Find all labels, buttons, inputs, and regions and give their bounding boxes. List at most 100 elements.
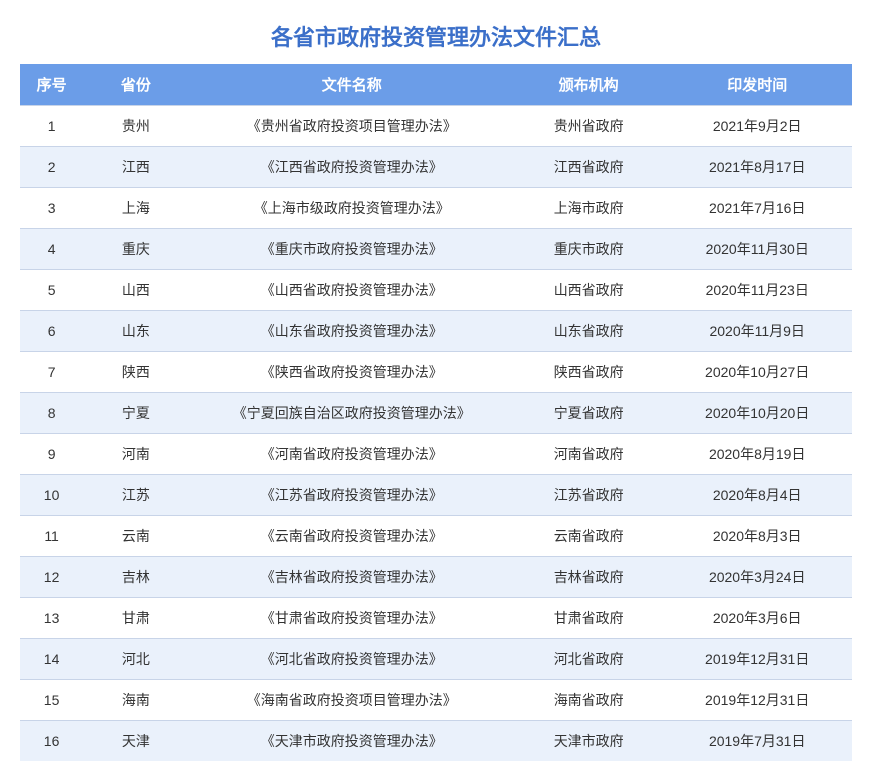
cell-document: 《贵州省政府投资项目管理办法》	[189, 106, 515, 147]
cell-province: 宁夏	[83, 393, 188, 434]
header-document: 文件名称	[189, 64, 515, 106]
cell-document: 《吉林省政府投资管理办法》	[189, 557, 515, 598]
cell-org: 陕西省政府	[515, 352, 662, 393]
cell-document: 《河南省政府投资管理办法》	[189, 434, 515, 475]
cell-province: 陕西	[83, 352, 188, 393]
cell-date: 2019年12月31日	[662, 639, 852, 680]
cell-date: 2021年9月2日	[662, 106, 852, 147]
cell-org: 上海市政府	[515, 188, 662, 229]
cell-province: 河南	[83, 434, 188, 475]
cell-seq: 14	[20, 639, 83, 680]
cell-seq: 3	[20, 188, 83, 229]
cell-document: 《江苏省政府投资管理办法》	[189, 475, 515, 516]
cell-org: 甘肃省政府	[515, 598, 662, 639]
cell-province: 江苏	[83, 475, 188, 516]
table-row: 4重庆《重庆市政府投资管理办法》重庆市政府2020年11月30日	[20, 229, 852, 270]
cell-province: 上海	[83, 188, 188, 229]
cell-province: 江西	[83, 147, 188, 188]
cell-org: 江苏省政府	[515, 475, 662, 516]
cell-seq: 2	[20, 147, 83, 188]
cell-org: 河南省政府	[515, 434, 662, 475]
cell-province: 山东	[83, 311, 188, 352]
cell-seq: 12	[20, 557, 83, 598]
cell-document: 《陕西省政府投资管理办法》	[189, 352, 515, 393]
cell-seq: 16	[20, 721, 83, 762]
cell-document: 《天津市政府投资管理办法》	[189, 721, 515, 762]
cell-seq: 5	[20, 270, 83, 311]
cell-province: 天津	[83, 721, 188, 762]
table-row: 6山东《山东省政府投资管理办法》山东省政府2020年11月9日	[20, 311, 852, 352]
table-row: 8宁夏《宁夏回族自治区政府投资管理办法》宁夏省政府2020年10月20日	[20, 393, 852, 434]
cell-date: 2020年11月9日	[662, 311, 852, 352]
cell-province: 贵州	[83, 106, 188, 147]
cell-seq: 13	[20, 598, 83, 639]
cell-province: 重庆	[83, 229, 188, 270]
cell-seq: 1	[20, 106, 83, 147]
cell-org: 宁夏省政府	[515, 393, 662, 434]
table-row: 9河南《河南省政府投资管理办法》河南省政府2020年8月19日	[20, 434, 852, 475]
table-row: 2江西《江西省政府投资管理办法》江西省政府2021年8月17日	[20, 147, 852, 188]
cell-org: 河北省政府	[515, 639, 662, 680]
cell-document: 《江西省政府投资管理办法》	[189, 147, 515, 188]
table-row: 7陕西《陕西省政府投资管理办法》陕西省政府2020年10月27日	[20, 352, 852, 393]
cell-date: 2020年8月3日	[662, 516, 852, 557]
cell-org: 海南省政府	[515, 680, 662, 721]
cell-date: 2020年10月27日	[662, 352, 852, 393]
cell-seq: 11	[20, 516, 83, 557]
cell-seq: 8	[20, 393, 83, 434]
cell-seq: 7	[20, 352, 83, 393]
cell-document: 《宁夏回族自治区政府投资管理办法》	[189, 393, 515, 434]
table-header-row: 序号 省份 文件名称 颁布机构 印发时间	[20, 64, 852, 106]
cell-date: 2021年8月17日	[662, 147, 852, 188]
table-row: 16天津《天津市政府投资管理办法》天津市政府2019年7月31日	[20, 721, 852, 762]
table-row: 14河北《河北省政府投资管理办法》河北省政府2019年12月31日	[20, 639, 852, 680]
cell-org: 山西省政府	[515, 270, 662, 311]
cell-seq: 10	[20, 475, 83, 516]
table-row: 12吉林《吉林省政府投资管理办法》吉林省政府2020年3月24日	[20, 557, 852, 598]
cell-date: 2020年11月23日	[662, 270, 852, 311]
header-province: 省份	[83, 64, 188, 106]
cell-date: 2020年8月4日	[662, 475, 852, 516]
cell-date: 2020年3月24日	[662, 557, 852, 598]
cell-document: 《河北省政府投资管理办法》	[189, 639, 515, 680]
cell-province: 甘肃	[83, 598, 188, 639]
cell-document: 《上海市级政府投资管理办法》	[189, 188, 515, 229]
cell-org: 江西省政府	[515, 147, 662, 188]
cell-seq: 9	[20, 434, 83, 475]
table-row: 10江苏《江苏省政府投资管理办法》江苏省政府2020年8月4日	[20, 475, 852, 516]
table-row: 3上海《上海市级政府投资管理办法》上海市政府2021年7月16日	[20, 188, 852, 229]
cell-org: 贵州省政府	[515, 106, 662, 147]
document-table: 序号 省份 文件名称 颁布机构 印发时间 1贵州《贵州省政府投资项目管理办法》贵…	[20, 64, 852, 761]
page-title: 各省市政府投资管理办法文件汇总	[20, 20, 852, 52]
cell-org: 吉林省政府	[515, 557, 662, 598]
cell-document: 《重庆市政府投资管理办法》	[189, 229, 515, 270]
cell-document: 《山西省政府投资管理办法》	[189, 270, 515, 311]
cell-date: 2019年12月31日	[662, 680, 852, 721]
cell-document: 《云南省政府投资管理办法》	[189, 516, 515, 557]
cell-document: 《山东省政府投资管理办法》	[189, 311, 515, 352]
table-row: 13甘肃《甘肃省政府投资管理办法》甘肃省政府2020年3月6日	[20, 598, 852, 639]
header-org: 颁布机构	[515, 64, 662, 106]
cell-date: 2020年8月19日	[662, 434, 852, 475]
header-date: 印发时间	[662, 64, 852, 106]
cell-date: 2021年7月16日	[662, 188, 852, 229]
cell-seq: 6	[20, 311, 83, 352]
cell-org: 重庆市政府	[515, 229, 662, 270]
cell-date: 2020年11月30日	[662, 229, 852, 270]
table-row: 15海南《海南省政府投资项目管理办法》海南省政府2019年12月31日	[20, 680, 852, 721]
cell-date: 2020年3月6日	[662, 598, 852, 639]
cell-org: 天津市政府	[515, 721, 662, 762]
cell-province: 山西	[83, 270, 188, 311]
cell-province: 海南	[83, 680, 188, 721]
cell-document: 《海南省政府投资项目管理办法》	[189, 680, 515, 721]
cell-seq: 15	[20, 680, 83, 721]
cell-org: 山东省政府	[515, 311, 662, 352]
table-row: 11云南《云南省政府投资管理办法》云南省政府2020年8月3日	[20, 516, 852, 557]
header-seq: 序号	[20, 64, 83, 106]
cell-document: 《甘肃省政府投资管理办法》	[189, 598, 515, 639]
cell-province: 云南	[83, 516, 188, 557]
cell-province: 吉林	[83, 557, 188, 598]
table-row: 5山西《山西省政府投资管理办法》山西省政府2020年11月23日	[20, 270, 852, 311]
cell-org: 云南省政府	[515, 516, 662, 557]
cell-province: 河北	[83, 639, 188, 680]
